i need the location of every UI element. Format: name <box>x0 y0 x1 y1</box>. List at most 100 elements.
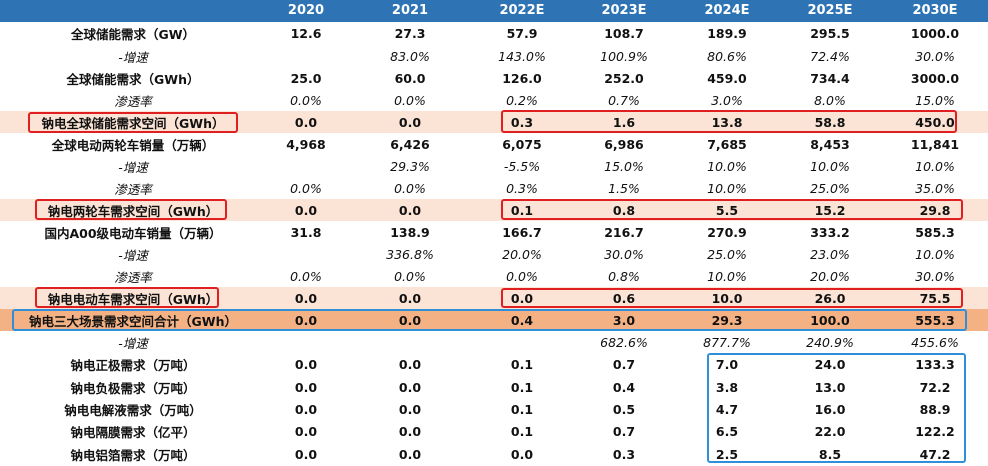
table-cell: 336.8% <box>386 246 434 262</box>
table-cell: 0.3 <box>612 446 636 462</box>
table-cell: 555.3 <box>915 312 955 328</box>
table-cell: 0.4 <box>612 379 636 395</box>
table-cell: 47.2 <box>919 446 951 462</box>
table-row: -增速 83.0% 143.0% 100.9% 80.6% 72.4% 30.0% <box>0 45 988 67</box>
table-cell: 0.0 <box>294 290 318 306</box>
row-label: 渗透率 <box>114 181 152 197</box>
table-cell: 1000.0 <box>910 25 960 41</box>
table-cell: 166.7 <box>502 224 542 240</box>
table-cell: 0.0 <box>398 202 422 218</box>
row-label: 渗透率 <box>114 93 152 109</box>
table-cell: 15.0% <box>604 158 644 174</box>
table-cell: 459.0 <box>707 70 747 86</box>
table-cell: 585.3 <box>915 224 955 240</box>
table-cell: 0.6 <box>612 290 636 306</box>
table-cell: 240.9% <box>806 334 854 350</box>
row-label: -增速 <box>118 247 148 263</box>
table-cell: 0.1 <box>510 356 534 372</box>
table-cell: 295.5 <box>810 25 850 41</box>
table-cell: 143.0% <box>498 48 546 64</box>
table-cell: 20.0% <box>502 246 542 262</box>
table-cell: 3.0 <box>612 312 636 328</box>
table-row: 钠电负极需求（万吨） 0.0 0.0 0.1 0.4 3.8 13.0 72.2 <box>0 376 988 398</box>
table-cell: 0.0 <box>398 379 422 395</box>
table-cell: 26.0 <box>814 290 846 306</box>
table-row: 钠电正极需求（万吨） 0.0 0.0 0.1 0.7 7.0 24.0 133.3 <box>0 353 988 375</box>
table-cell: 0.1 <box>510 423 534 439</box>
table-cell: 6.5 <box>715 423 739 439</box>
table-cell: 0.7% <box>608 92 640 108</box>
table-row: 钠电全球储能需求空间（GWh） 0.0 0.0 0.3 1.6 13.8 58.8 450.0 <box>0 111 988 133</box>
table-cell: 10.0% <box>707 268 747 284</box>
table-cell: 0.0 <box>510 290 534 306</box>
table-cell: 122.2 <box>915 423 955 439</box>
table-row: 全球电动两轮车销量（万辆） 4,968 6,426 6,075 6,986 7,685 8,… <box>0 133 988 155</box>
table-row: -增速 336.8% 20.0% 30.0% 25.0% 23.0% 10.0% <box>0 243 988 265</box>
table-cell: 100.0 <box>810 312 850 328</box>
table-cell: 30.0% <box>604 246 644 262</box>
table-cell: 75.5 <box>919 290 951 306</box>
row-label: 全球储能需求（GWh） <box>66 71 200 87</box>
table-cell: 682.6% <box>600 334 648 350</box>
table-cell: 0.0 <box>294 379 318 395</box>
table-cell: 252.0 <box>604 70 644 86</box>
table-cell: 877.7% <box>703 334 751 350</box>
table-cell: 0.0% <box>394 180 426 196</box>
table-cell: 22.0 <box>814 423 846 439</box>
row-label: 钠电全球储能需求空间（GWh） <box>41 115 225 131</box>
table-cell <box>472 331 572 353</box>
table-cell: 0.0 <box>294 202 318 218</box>
table-cell: 7.0 <box>715 356 739 372</box>
table-row: 渗透率 0.0% 0.0% 0.0% 0.8% 10.0% 20.0% 30.0% <box>0 265 988 287</box>
table-cell: 11,841 <box>910 136 960 152</box>
table-cell: 0.0 <box>398 401 422 417</box>
table-cell: 270.9 <box>707 224 747 240</box>
table-row: 渗透率 0.0% 0.0% 0.3% 1.5% 10.0% 25.0% 35.0% <box>0 177 988 199</box>
table-cell: 6,986 <box>604 136 644 152</box>
table-cell: 35.0% <box>915 180 955 196</box>
table-row: 钠电铝箔需求（万吨） 0.0 0.0 0.0 0.3 2.5 8.5 47.2 <box>0 443 988 465</box>
table-cell <box>256 243 356 265</box>
table-cell: 0.7 <box>612 356 636 372</box>
table-cell: 24.0 <box>814 356 846 372</box>
row-label: 全球电动两轮车销量（万辆） <box>51 137 215 153</box>
table-cell: 0.0 <box>510 446 534 462</box>
table-row: -增速 682.6% 877.7% 240.9% 455.6% <box>0 331 988 353</box>
table-cell: 455.6% <box>911 334 959 350</box>
table-row: 钠电两轮车需求空间（GWh） 0.0 0.0 0.1 0.8 5.5 15.2 29.8 <box>0 199 988 221</box>
table-cell: 4.7 <box>715 401 739 417</box>
table-cell: 2.5 <box>715 446 739 462</box>
table-cell: 27.3 <box>394 25 426 41</box>
row-label: 钠电三大场景需求空间合计（GWh） <box>29 313 237 329</box>
table-cell: 126.0 <box>502 70 542 86</box>
table-cell <box>360 331 460 353</box>
table-cell: 216.7 <box>604 224 644 240</box>
table-cell: 29.8 <box>919 202 951 218</box>
table-cell: 10.0% <box>707 158 747 174</box>
table-cell: 734.4 <box>810 70 850 86</box>
table-cell: 0.0 <box>398 312 422 328</box>
table-row: 钠电三大场景需求空间合计（GWh） 0.0 0.0 0.4 3.0 29.3 100.0 55… <box>0 309 988 331</box>
table-cell: 1.5% <box>608 180 640 196</box>
table-cell: 0.0 <box>294 312 318 328</box>
table-cell <box>256 155 356 177</box>
table-cell: 20.0% <box>810 268 850 284</box>
table-cell: 138.9 <box>390 224 430 240</box>
table-cell: 15.2 <box>814 202 846 218</box>
table-cell: 0.0 <box>398 114 422 130</box>
table-cell: 8,453 <box>810 136 850 152</box>
table-cell: 333.2 <box>810 224 850 240</box>
table-row: 钠电隔膜需求（亿平） 0.0 0.0 0.1 0.7 6.5 22.0 122.2 <box>0 420 988 442</box>
table-cell: 10.0 <box>711 290 743 306</box>
table-row: 全球储能需求（GWh） 25.0 60.0 126.0 252.0 459.0 734.4 3… <box>0 67 988 89</box>
table-cell: 15.0% <box>915 92 955 108</box>
table-cell: 450.0 <box>915 114 955 130</box>
row-label: 全球储能需求（GW） <box>70 26 196 42</box>
col-header-2030e: 2030E <box>912 3 958 18</box>
table-cell: 8.5 <box>818 446 842 462</box>
table-cell: 0.0% <box>290 92 322 108</box>
table-cell: 4,968 <box>286 136 326 152</box>
table-cell: 0.0% <box>290 268 322 284</box>
row-label: 钠电隔膜需求（亿平） <box>70 424 196 440</box>
table-cell: 10.0% <box>810 158 850 174</box>
